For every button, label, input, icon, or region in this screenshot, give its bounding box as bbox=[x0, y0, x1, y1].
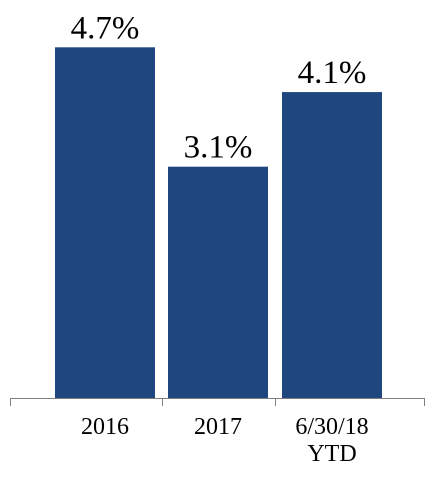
bars-layer bbox=[55, 47, 382, 399]
bar-2 bbox=[282, 92, 382, 399]
x-tick-label-2-line-0: 6/30/18 bbox=[295, 414, 368, 440]
data-labels-layer: 4.7% 3.1% 4.1% bbox=[71, 10, 367, 165]
data-label-0: 4.7% bbox=[71, 10, 140, 46]
data-label-1: 3.1% bbox=[184, 130, 253, 166]
bar-0 bbox=[55, 47, 155, 399]
bar-1 bbox=[168, 166, 268, 398]
x-tick-label-2-line-1: YTD bbox=[307, 441, 356, 467]
x-tick-label-0: 2016 bbox=[81, 414, 129, 440]
data-label-2: 4.1% bbox=[298, 55, 367, 91]
x-axis bbox=[10, 398, 425, 406]
x-tick-label-1: 2017 bbox=[194, 414, 242, 440]
